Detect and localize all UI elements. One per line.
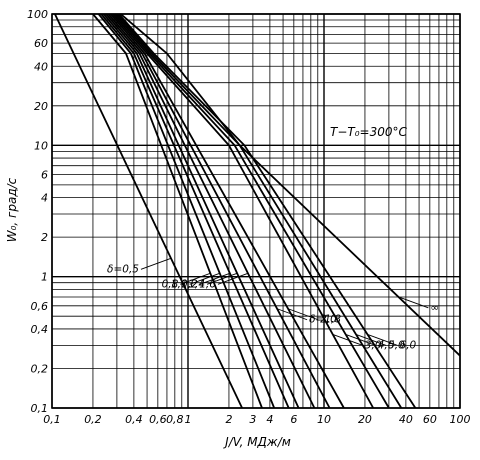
- y-tick-label: 0,6: [31, 300, 49, 313]
- series-leader-7: [287, 308, 319, 321]
- series-line-10: [116, 13, 403, 409]
- series-line-6: [107, 13, 331, 409]
- plot-frame: [51, 13, 461, 409]
- y-tick-label: 0,2: [31, 362, 49, 375]
- series-label-3: 1,2: [181, 278, 198, 290]
- y-tick-label: 1: [41, 271, 48, 284]
- series-line-2: [97, 13, 276, 409]
- x-tick-label: 1: [185, 413, 192, 426]
- series-label-11: 6,0: [400, 339, 417, 351]
- series-leader-3: [199, 272, 231, 285]
- series-line-7: [110, 13, 345, 409]
- series-label-0: δ=0,5: [107, 263, 139, 275]
- x-tick-label: 0,2: [84, 413, 102, 426]
- y-tick-label: 2: [41, 231, 48, 244]
- y-tick-label: 0,1: [31, 402, 49, 415]
- y-tick-label: 100: [27, 8, 48, 21]
- x-tick-label: 40: [399, 413, 413, 426]
- series-line-5: [105, 13, 316, 409]
- series-label-4: 1,4: [188, 278, 205, 290]
- y-axis-title: W₀, град/с: [5, 177, 19, 242]
- x-tick-label: 2: [225, 413, 232, 426]
- y-tick-label: 40: [34, 60, 48, 73]
- series-line-9: [114, 13, 390, 409]
- series-leader-4: [206, 272, 238, 285]
- y-tick-label: 0,4: [31, 323, 49, 336]
- x-tick-label: 0,1: [43, 413, 61, 426]
- x-tick-label: 6: [290, 413, 297, 426]
- x-tick-label: 0,8: [166, 413, 184, 426]
- series-line-1: [92, 13, 263, 409]
- series-leader-0: [140, 257, 172, 270]
- x-tick-label: 0,6: [149, 413, 167, 426]
- series-line-3: [100, 13, 290, 409]
- series-group: [54, 13, 461, 409]
- series-leader-9: [345, 334, 376, 346]
- y-tick-label: 4: [41, 192, 48, 205]
- grid: [51, 13, 461, 409]
- series-leader-10: [355, 334, 387, 346]
- x-tick-label: 60: [423, 413, 437, 426]
- y-tick-label: 10: [34, 139, 48, 152]
- series-leader-5: [217, 272, 249, 285]
- series-line-12: [120, 13, 461, 357]
- series-label-7: 2,0: [320, 314, 337, 326]
- series-line-0: [54, 13, 243, 409]
- series-labels: δ=0,50,81,01,21,41,6δ=1,82,03,04,05,06,0…: [107, 257, 439, 351]
- x-axis-title: J/V, МДж/м: [223, 435, 291, 449]
- temperature-annotation: T−T₀=300°C: [330, 125, 407, 139]
- y-tick-label: 20: [34, 100, 48, 113]
- series-line-8: [112, 13, 374, 409]
- series-line-4: [103, 13, 300, 409]
- x-tick-label: 3: [249, 413, 256, 426]
- series-leader-8: [332, 334, 363, 346]
- series-leader-6: [276, 308, 308, 321]
- y-tick-label: 60: [34, 37, 48, 50]
- x-tick-label: 100: [450, 413, 471, 426]
- series-leader-1: [180, 272, 211, 285]
- y-tick-label: 6: [41, 168, 48, 181]
- series-label-2: 1,0: [171, 278, 188, 290]
- x-tick-label: 0,4: [125, 413, 143, 426]
- series-label-6: δ=1,8: [309, 314, 341, 326]
- series-leader-2: [189, 272, 220, 285]
- series-leader-12: [398, 296, 429, 309]
- x-tick-label: 20: [358, 413, 372, 426]
- series-label-5: 1,6: [199, 278, 216, 290]
- series-leader-11: [367, 334, 398, 346]
- tick-labels: 0,1 0,2 0,4 0,6 0,8 1 2 3 4 6 10 20 40 60 100100604020…: [27, 8, 471, 426]
- x-tick-label: 4: [266, 413, 273, 426]
- series-label-12: ∞: [430, 302, 439, 314]
- series-label-1: 0,8: [162, 278, 179, 290]
- series-line-11: [118, 13, 417, 409]
- x-tick-label: 10: [317, 413, 331, 426]
